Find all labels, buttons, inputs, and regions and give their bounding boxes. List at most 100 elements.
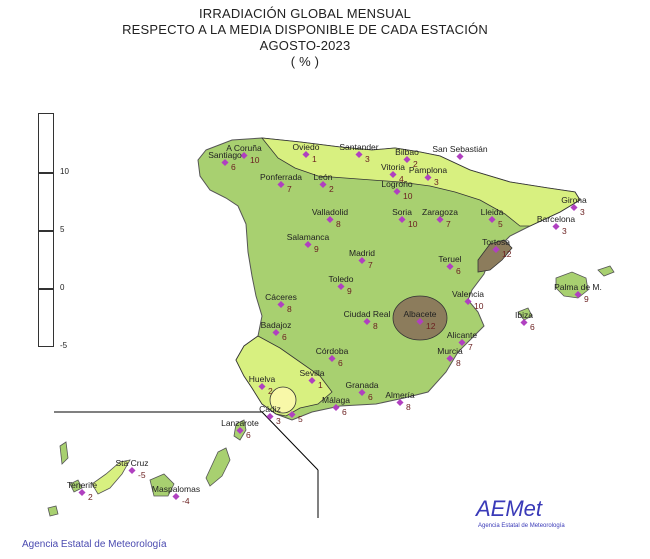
station-marker: [552, 222, 560, 231]
menorca-island: [597, 265, 615, 277]
station-marker: [389, 170, 397, 179]
station-value: 3: [365, 154, 370, 164]
station-marker: [396, 398, 404, 407]
station-marker: [277, 180, 285, 189]
northern-band: [261, 137, 581, 227]
station-marker: [458, 338, 466, 347]
station-marker: [221, 158, 229, 167]
station-marker: [266, 412, 274, 421]
station-name: Toledo: [328, 274, 353, 284]
station-value: 6: [530, 322, 535, 332]
station-marker: [308, 376, 316, 385]
station-marker: [363, 317, 371, 326]
station-marker: [398, 215, 406, 224]
station-value: 2: [329, 184, 334, 194]
gran-canaria-island: [149, 473, 175, 497]
station-value: 6: [282, 332, 287, 342]
station-name: Ibiza: [515, 310, 533, 320]
legend-label: 5: [60, 225, 65, 234]
station-name: Valladolid: [312, 207, 349, 217]
station-value: 10: [474, 301, 484, 311]
station-marker: [288, 410, 296, 419]
station-marker: [236, 426, 244, 435]
station-name: Albacete: [403, 309, 436, 319]
station-marker: [403, 155, 411, 164]
aemet-logo: AEMet Agencia Estatal de Meteorología: [476, 496, 596, 536]
station-marker: [488, 215, 496, 224]
station-name: Cáceres: [265, 292, 297, 302]
station-name: Ponferrada: [260, 172, 302, 182]
station-name: Murcia: [437, 346, 463, 356]
station-name: Vitoria: [381, 162, 405, 172]
station-marker: [446, 354, 454, 363]
station-value: 9: [314, 244, 319, 254]
station-value: 12: [502, 249, 512, 259]
station-name: Tortosa: [482, 237, 510, 247]
station-marker: [319, 180, 327, 189]
legend-label: 0: [60, 283, 65, 292]
station-value: 9: [347, 286, 352, 296]
station-name: Alicante: [447, 330, 478, 340]
station-value: 8: [336, 219, 341, 229]
station-value: -4: [182, 496, 190, 506]
station-value: 6: [246, 430, 251, 440]
station-name: Barcelona: [537, 214, 576, 224]
station-value: 8: [287, 304, 292, 314]
legend-label: 10: [60, 167, 69, 176]
station-marker: [358, 388, 366, 397]
station-value: 5: [298, 414, 303, 424]
station-value: -5: [138, 470, 146, 480]
station-name: San Sebastián: [432, 144, 488, 154]
map-period: AGOSTO-2023: [259, 38, 351, 53]
station-name: Palma de M.: [554, 282, 602, 292]
station-marker: [520, 318, 528, 327]
legend-swatch-mid: [38, 231, 54, 289]
station-name: Zaragoza: [422, 207, 458, 217]
station-marker: [436, 215, 444, 224]
footer-credit: Agencia Estatal de Meteorología: [22, 539, 167, 550]
map-subtitle: RESPECTO A LA MEDIA DISPONIBLE DE CADA E…: [122, 22, 488, 37]
station-name: Teruel: [438, 254, 461, 264]
station-marker: [355, 150, 363, 159]
station-value: 3: [562, 226, 567, 236]
station-value: 9: [584, 294, 589, 304]
tenerife-island: [91, 459, 131, 495]
station-marker: [326, 215, 334, 224]
station-marker: [456, 152, 464, 161]
station-value: 10: [250, 155, 260, 165]
legend-swatch-low: [38, 289, 54, 347]
tortosa-zone: [477, 239, 513, 273]
station-name: Córdoba: [316, 346, 349, 356]
station-marker: [272, 328, 280, 337]
station-value: 5: [498, 219, 503, 229]
station-name: Huelva: [249, 374, 276, 384]
station-value: 12: [426, 321, 436, 331]
station-marker: [78, 488, 86, 497]
station-marker: [332, 403, 340, 412]
station-layer: A Coruña 10 Santiago 6 Oviedo 1 Santander 3 Bilb…: [67, 142, 602, 506]
station-name: Lleida: [481, 207, 504, 217]
station-value: 4: [399, 174, 404, 184]
station-name: Tenerife: [67, 480, 98, 490]
la-palma-island: [59, 441, 69, 465]
aemet-logo-subtitle: Agencia Estatal de Meteorología: [478, 523, 565, 529]
station-value: 3: [580, 207, 585, 217]
legend-label: -5: [60, 341, 68, 350]
station-name: Sevilla: [299, 368, 324, 378]
map-title: IRRADIACIÓN GLOBAL MENSUAL: [198, 6, 412, 21]
station-name: Lanzarote: [221, 418, 259, 428]
station-value: 10: [408, 219, 418, 229]
station-name: Salamanca: [287, 232, 330, 242]
station-marker: [328, 354, 336, 363]
station-value: 6: [338, 358, 343, 368]
station-value: 2: [88, 492, 93, 502]
station-value: 10: [403, 191, 413, 201]
station-name: Almería: [385, 390, 415, 400]
station-value: 6: [231, 162, 236, 172]
station-marker: [492, 245, 500, 254]
mallorca-island: [555, 271, 589, 299]
station-value: 8: [456, 358, 461, 368]
station-marker: [128, 466, 136, 475]
station-name: León: [314, 172, 333, 182]
